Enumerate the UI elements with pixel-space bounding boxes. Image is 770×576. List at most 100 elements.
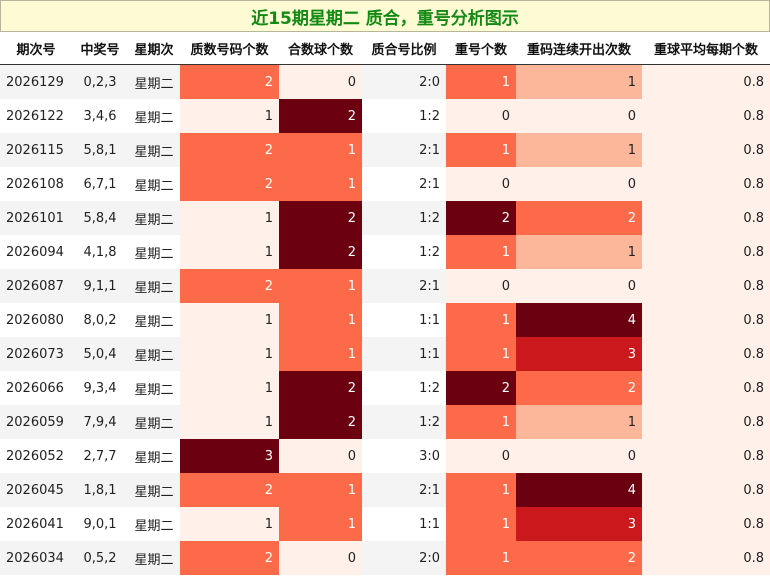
cell-streak: 0 <box>516 99 642 133</box>
cell-ratio: 1:2 <box>362 201 446 235</box>
cell-numbers: 0,5,2 <box>72 541 128 575</box>
cell-issue: 2026080 <box>0 303 72 337</box>
cell-primes: 2 <box>180 269 279 303</box>
cell-primes: 2 <box>180 167 279 201</box>
cell-weekday: 星期二 <box>128 337 180 371</box>
cell-numbers: 5,8,1 <box>72 133 128 167</box>
cell-weekday: 星期二 <box>128 405 180 439</box>
cell-repeats: 1 <box>446 235 516 269</box>
cell-streak: 2 <box>516 541 642 575</box>
cell-composites: 1 <box>279 303 362 337</box>
cell-primes: 2 <box>180 541 279 575</box>
cell-streak: 1 <box>516 235 642 269</box>
cell-composites: 1 <box>279 507 362 541</box>
cell-weekday: 星期二 <box>128 507 180 541</box>
cell-primes: 1 <box>180 99 279 133</box>
table-row: 2026122 3,4,6 星期二 1 2 1:2 0 0 0.8 <box>0 99 770 133</box>
cell-numbers: 3,4,6 <box>72 99 128 133</box>
cell-numbers: 9,0,1 <box>72 507 128 541</box>
cell-ratio: 1:2 <box>362 405 446 439</box>
cell-weekday: 星期二 <box>128 235 180 269</box>
cell-composites: 1 <box>279 167 362 201</box>
cell-ratio: 2:1 <box>362 133 446 167</box>
cell-primes: 1 <box>180 337 279 371</box>
cell-repeats: 0 <box>446 269 516 303</box>
table-body: 2026129 0,2,3 星期二 2 0 2:0 1 1 0.8 2026122 3,4,6 星期二… <box>0 64 770 575</box>
cell-numbers: 1,8,1 <box>72 473 128 507</box>
cell-primes: 1 <box>180 235 279 269</box>
cell-numbers: 6,7,1 <box>72 167 128 201</box>
cell-streak: 3 <box>516 337 642 371</box>
cell-streak: 1 <box>516 405 642 439</box>
cell-ratio: 1:2 <box>362 235 446 269</box>
cell-composites: 2 <box>279 201 362 235</box>
cell-ratio: 1:1 <box>362 337 446 371</box>
cell-ratio: 2:0 <box>362 64 446 99</box>
cell-repeats: 1 <box>446 541 516 575</box>
cell-weekday: 星期二 <box>128 473 180 507</box>
cell-ratio: 2:1 <box>362 269 446 303</box>
cell-repeats: 0 <box>446 167 516 201</box>
table-row: 2026129 0,2,3 星期二 2 0 2:0 1 1 0.8 <box>0 64 770 99</box>
header-avg: 重球平均每期个数 <box>642 32 770 65</box>
cell-primes: 2 <box>180 133 279 167</box>
cell-ratio: 1:1 <box>362 507 446 541</box>
header-composites: 合数球个数 <box>279 32 362 65</box>
cell-weekday: 星期二 <box>128 439 180 473</box>
cell-ratio: 2:0 <box>362 541 446 575</box>
cell-avg: 0.8 <box>642 439 770 473</box>
table-row: 2026094 4,1,8 星期二 1 2 1:2 1 1 0.8 <box>0 235 770 269</box>
cell-avg: 0.8 <box>642 371 770 405</box>
table-row: 2026045 1,8,1 星期二 2 1 2:1 1 4 0.8 <box>0 473 770 507</box>
cell-primes: 3 <box>180 439 279 473</box>
cell-issue: 2026122 <box>0 99 72 133</box>
table-row: 2026066 9,3,4 星期二 1 2 1:2 2 2 0.8 <box>0 371 770 405</box>
cell-repeats: 0 <box>446 99 516 133</box>
cell-weekday: 星期二 <box>128 201 180 235</box>
cell-primes: 2 <box>180 473 279 507</box>
header-primes: 质数号码个数 <box>180 32 279 65</box>
header-weekday: 星期次 <box>128 32 180 65</box>
table-header-row: 期次号 中奖号 星期次 质数号码个数 合数球个数 质合号比例 重号个数 重码连续… <box>0 32 770 65</box>
cell-composites: 1 <box>279 337 362 371</box>
cell-streak: 0 <box>516 269 642 303</box>
cell-ratio: 2:1 <box>362 167 446 201</box>
header-numbers: 中奖号 <box>72 32 128 65</box>
cell-repeats: 1 <box>446 405 516 439</box>
cell-streak: 1 <box>516 64 642 99</box>
cell-ratio: 1:2 <box>362 371 446 405</box>
cell-repeats: 1 <box>446 507 516 541</box>
cell-streak: 0 <box>516 439 642 473</box>
cell-primes: 2 <box>180 64 279 99</box>
cell-composites: 2 <box>279 371 362 405</box>
cell-streak: 1 <box>516 133 642 167</box>
cell-composites: 2 <box>279 235 362 269</box>
cell-issue: 2026034 <box>0 541 72 575</box>
cell-issue: 2026041 <box>0 507 72 541</box>
cell-weekday: 星期二 <box>128 303 180 337</box>
table-row: 2026041 9,0,1 星期二 1 1 1:1 1 3 0.8 <box>0 507 770 541</box>
cell-issue: 2026066 <box>0 371 72 405</box>
table-row: 2026080 8,0,2 星期二 1 1 1:1 1 4 0.8 <box>0 303 770 337</box>
cell-weekday: 星期二 <box>128 99 180 133</box>
cell-repeats: 1 <box>446 303 516 337</box>
cell-primes: 1 <box>180 303 279 337</box>
cell-composites: 2 <box>279 405 362 439</box>
table-row: 2026087 9,1,1 星期二 2 1 2:1 0 0 0.8 <box>0 269 770 303</box>
analysis-table: 期次号 中奖号 星期次 质数号码个数 合数球个数 质合号比例 重号个数 重码连续… <box>0 32 770 575</box>
cell-weekday: 星期二 <box>128 371 180 405</box>
cell-avg: 0.8 <box>642 235 770 269</box>
table-row: 2026101 5,8,4 星期二 1 2 1:2 2 2 0.8 <box>0 201 770 235</box>
cell-ratio: 1:2 <box>362 99 446 133</box>
cell-issue: 2026073 <box>0 337 72 371</box>
cell-ratio: 3:0 <box>362 439 446 473</box>
cell-issue: 2026052 <box>0 439 72 473</box>
cell-composites: 1 <box>279 473 362 507</box>
cell-composites: 1 <box>279 269 362 303</box>
cell-composites: 0 <box>279 541 362 575</box>
cell-repeats: 1 <box>446 337 516 371</box>
cell-repeats: 1 <box>446 64 516 99</box>
header-repeats: 重号个数 <box>446 32 516 65</box>
cell-repeats: 2 <box>446 371 516 405</box>
cell-numbers: 9,3,4 <box>72 371 128 405</box>
